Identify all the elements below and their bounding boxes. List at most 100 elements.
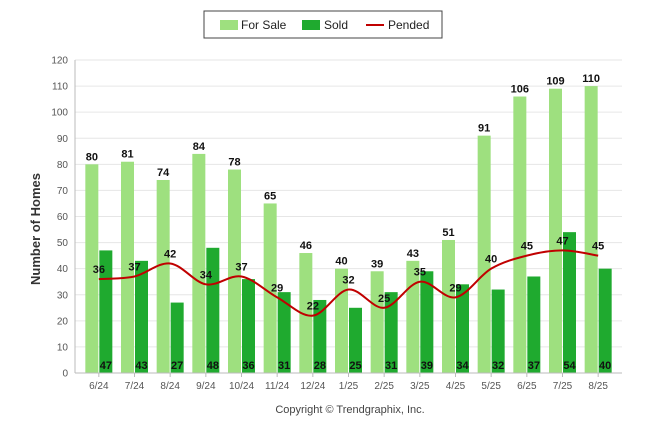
label-for-sale: 84 xyxy=(193,141,206,153)
x-tick-label: 7/24 xyxy=(125,381,145,392)
data-labels: 80 47 81 43 74 27 84 48 78 36 65 31 46 28 40 25 39 31 43 39… xyxy=(86,73,612,372)
x-tick-label: 4/25 xyxy=(446,381,466,392)
y-tick-label: 90 xyxy=(57,134,69,145)
bar-for-sale xyxy=(299,253,313,373)
y-tick-label: 20 xyxy=(57,316,69,327)
label-sold: 48 xyxy=(207,360,219,372)
bar-sold xyxy=(277,292,291,373)
bar-sold xyxy=(384,292,398,373)
x-tick-label: 9/24 xyxy=(196,381,216,392)
bar-sold xyxy=(206,247,220,373)
label-sold: 31 xyxy=(385,360,397,372)
label-for-sale: 65 xyxy=(264,190,276,202)
y-tick-label: 40 xyxy=(57,264,69,275)
label-for-sale: 81 xyxy=(121,149,133,161)
label-pended: 22 xyxy=(307,301,319,313)
y-tick-label: 120 xyxy=(51,56,68,67)
x-tick-label: 10/24 xyxy=(229,381,254,392)
y-axis-title: Number of Homes xyxy=(28,173,43,285)
pended-line-group xyxy=(98,249,599,317)
x-tick-label: 12/24 xyxy=(300,381,325,392)
label-pended: 35 xyxy=(414,267,426,279)
y-tick-label: 0 xyxy=(62,369,68,380)
bar-for-sale xyxy=(370,271,384,373)
legend-swatch-for-sale xyxy=(220,20,238,30)
y-axis: 0 10 20 30 40 50 60 70 80 90 100 110 120 xyxy=(51,56,76,380)
x-tick-label: 1/25 xyxy=(339,381,359,392)
legend-swatch-sold xyxy=(302,20,320,30)
y-tick-label: 80 xyxy=(57,160,69,171)
label-pended: 45 xyxy=(592,241,604,253)
label-for-sale: 51 xyxy=(442,227,454,239)
label-pended: 34 xyxy=(200,269,213,281)
label-for-sale: 109 xyxy=(546,76,564,88)
bar-for-sale xyxy=(477,135,491,373)
label-pended: 42 xyxy=(164,248,176,260)
bar-for-sale xyxy=(442,239,455,373)
bar-for-sale xyxy=(584,86,598,373)
label-sold: 40 xyxy=(599,360,611,372)
x-tick-label: 7/25 xyxy=(553,381,573,392)
label-for-sale: 110 xyxy=(582,73,600,85)
label-for-sale: 43 xyxy=(407,248,419,260)
label-sold: 32 xyxy=(492,360,504,372)
bar-sold xyxy=(170,302,184,373)
legend-label-pended: Pended xyxy=(388,18,429,32)
label-sold: 27 xyxy=(171,360,183,372)
label-pended: 36 xyxy=(93,264,105,276)
label-for-sale: 46 xyxy=(300,240,312,252)
label-for-sale: 74 xyxy=(157,167,170,179)
bar-for-sale xyxy=(228,169,241,373)
label-pended: 29 xyxy=(271,282,283,294)
bar-sold xyxy=(349,307,362,373)
bar-for-sale xyxy=(85,164,99,373)
label-for-sale: 80 xyxy=(86,151,98,163)
legend-label-sold: Sold xyxy=(324,18,348,32)
bar-sold xyxy=(135,260,148,373)
x-tick-label: 5/25 xyxy=(481,381,501,392)
legend-label-for-sale: For Sale xyxy=(241,18,287,32)
label-sold: 54 xyxy=(563,360,576,372)
y-tick-label: 60 xyxy=(57,212,69,223)
x-tick-label: 6/24 xyxy=(89,381,109,392)
label-pended: 32 xyxy=(342,275,354,287)
bar-for-sale xyxy=(192,153,206,373)
label-sold: 37 xyxy=(528,360,540,372)
label-sold: 43 xyxy=(135,360,147,372)
label-for-sale: 78 xyxy=(228,157,240,169)
bar-for-sale xyxy=(549,88,562,374)
bar-sold xyxy=(491,289,505,373)
bar-sold xyxy=(99,250,113,373)
legend: For Sale Sold Pended xyxy=(203,10,443,39)
label-sold: 47 xyxy=(100,360,112,372)
x-tick-label: 11/24 xyxy=(265,381,290,392)
x-tick-label: 3/25 xyxy=(410,381,430,392)
label-for-sale: 106 xyxy=(511,84,529,96)
pended-line xyxy=(98,249,599,317)
x-tick-label: 2/25 xyxy=(374,381,394,392)
y-tick-label: 50 xyxy=(57,238,69,249)
label-sold: 28 xyxy=(314,360,326,372)
label-sold: 39 xyxy=(421,360,433,372)
bar-for-sale xyxy=(263,203,277,373)
bars xyxy=(85,86,612,374)
y-tick-label: 70 xyxy=(57,186,69,197)
label-pended: 25 xyxy=(378,293,390,305)
label-pended: 37 xyxy=(128,261,140,273)
bar-sold xyxy=(598,268,612,373)
label-pended: 47 xyxy=(556,235,568,247)
y-tick-label: 30 xyxy=(57,290,69,301)
label-pended: 40 xyxy=(485,254,497,266)
y-tick-label: 10 xyxy=(57,342,69,353)
bar-for-sale xyxy=(156,179,170,373)
bar-sold xyxy=(420,271,434,373)
label-pended: 29 xyxy=(449,282,461,294)
bar-sold xyxy=(242,279,255,373)
label-sold: 34 xyxy=(456,360,469,372)
x-axis: 6/24 7/24 8/24 9/24 10/24 11/24 12/24 1/25 2/25 3… xyxy=(75,372,622,392)
copyright: Copyright © Trendgraphix, Inc. xyxy=(275,404,424,416)
bar-for-sale xyxy=(513,96,527,374)
x-tick-label: 8/25 xyxy=(588,381,608,392)
bar-sold xyxy=(527,276,541,373)
